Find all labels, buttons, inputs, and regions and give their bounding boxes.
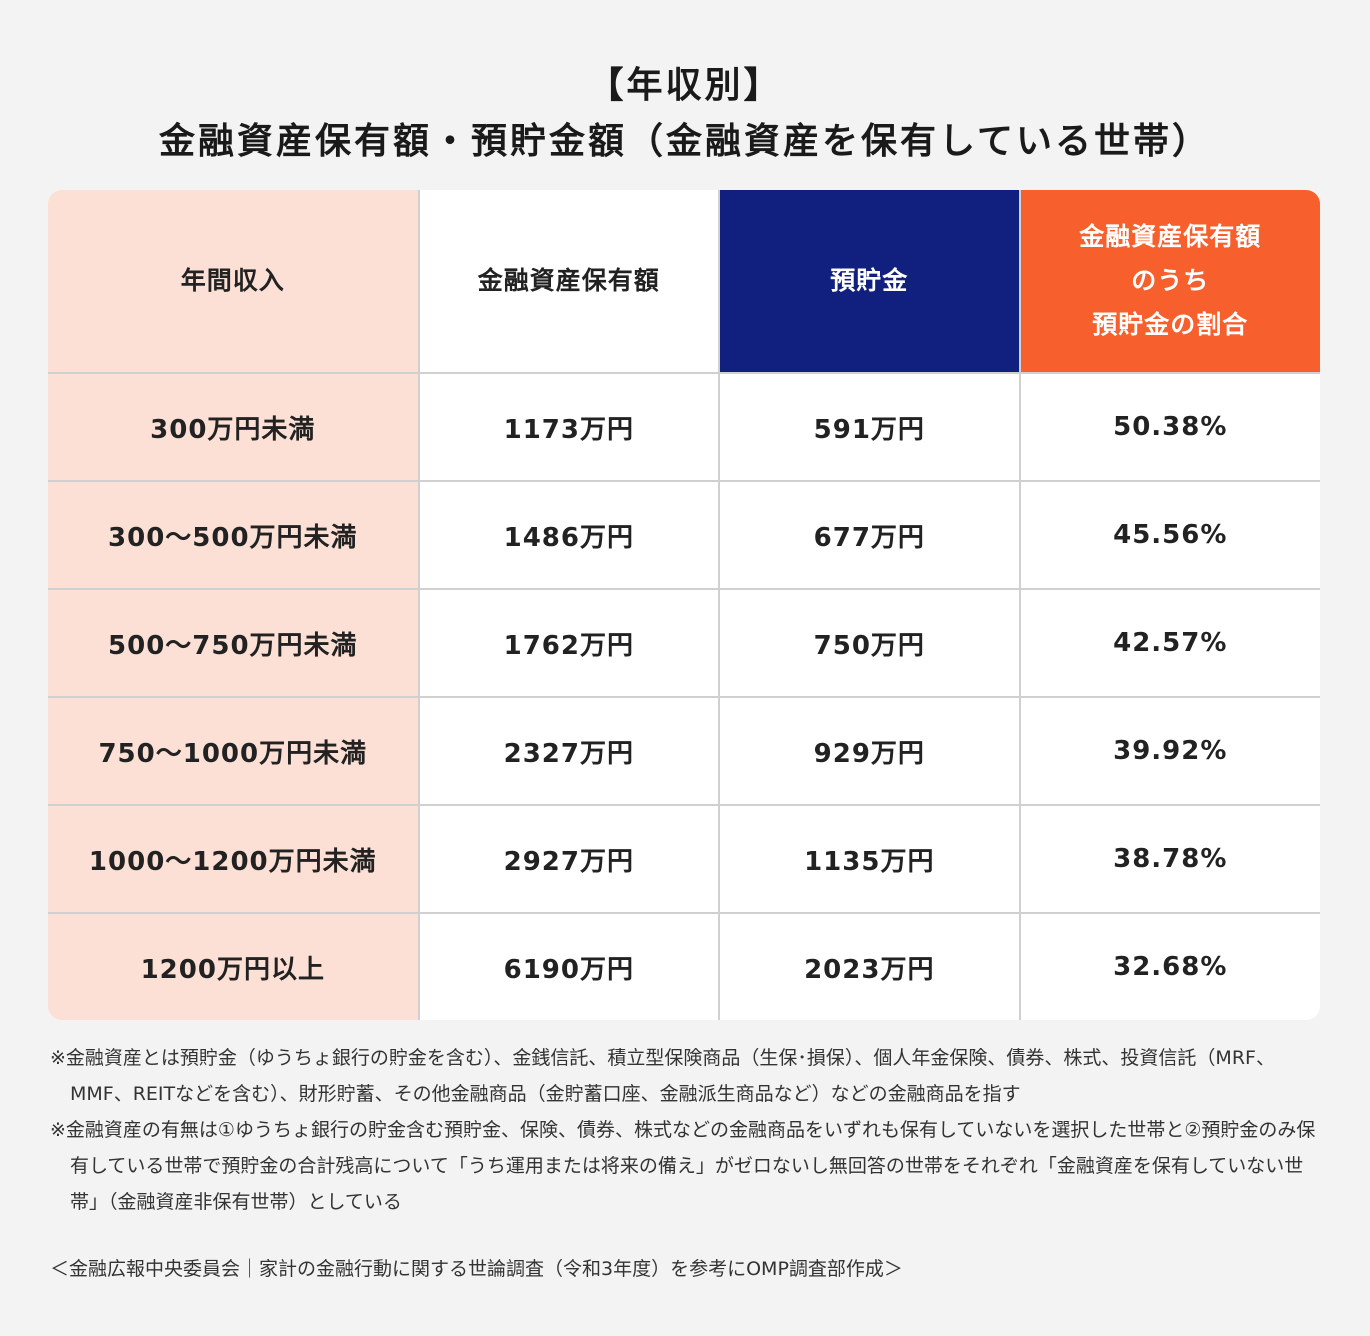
income-cell: 500〜750万円未満 — [48, 588, 420, 698]
savings-cell: 750万円 — [718, 588, 1021, 698]
income-cell: 300万円未満 — [48, 372, 420, 482]
table-row: 750〜1000万円未満 2327万円 929万円 39.92% — [48, 696, 1320, 806]
savings-cell: 677万円 — [718, 480, 1021, 590]
header-text: 年間収入 — [180, 266, 285, 295]
source-note: ＜金融広報中央委員会｜家計の金融行動に関する世論調査（令和3年度）を参考にOMP… — [50, 1258, 903, 1280]
assets-cell: 1762万円 — [417, 588, 721, 698]
assets-cell: 1173万円 — [417, 372, 721, 482]
income-cell: 1000〜1200万円未満 — [48, 804, 420, 914]
savings-cell: 591万円 — [718, 372, 1021, 482]
footnote-2: ※金融資産の有無は①ゆうちょ銀行の貯金含む預貯金、保険、債券、株式などの金融商品… — [50, 1119, 1316, 1213]
table-row: 500〜750万円未満 1762万円 750万円 42.57% — [48, 588, 1320, 698]
assets-cell: 6190万円 — [417, 912, 721, 1020]
ratio-cell: 50.38% — [1018, 372, 1320, 482]
header-annual-income: 年間収入 — [48, 190, 420, 374]
assets-cell: 1486万円 — [417, 480, 721, 590]
income-cell: 1200万円以上 — [48, 912, 420, 1020]
footnotes: ※金融資産とは預貯金（ゆうちょ銀行の貯金を含む）、金銭信託、積立型保険商品（生保… — [50, 1040, 1330, 1220]
ratio-cell: 38.78% — [1018, 804, 1320, 914]
ratio-cell: 32.68% — [1018, 912, 1320, 1020]
assets-cell: 2327万円 — [417, 696, 721, 806]
header-row: 年間収入 金融資産保有額 預貯金 金融資産保有額 のうち 預貯金の割合 — [48, 190, 1320, 374]
title-line-2: 金融資産保有額・預貯金額（金融資産を保有している世帯） — [159, 121, 1211, 162]
header-text: 金融資産保有額 — [477, 266, 660, 295]
table-row: 300万円未満 1173万円 591万円 50.38% — [48, 372, 1320, 482]
header-text: 金融資産保有額 — [1079, 222, 1262, 251]
header-savings-ratio: 金融資産保有額 のうち預貯金の割合 — [1018, 190, 1320, 374]
header-text: 預貯金 — [830, 266, 909, 295]
table-row: 1200万円以上 6190万円 2023万円 32.68% — [48, 912, 1320, 1020]
savings-cell: 929万円 — [718, 696, 1021, 806]
title-line-1: 【年収別】 — [587, 65, 783, 106]
income-cell: 300〜500万円未満 — [48, 480, 420, 590]
ratio-cell: 39.92% — [1018, 696, 1320, 806]
table-row: 300〜500万円未満 1486万円 677万円 45.56% — [48, 480, 1320, 590]
header-text: 預貯金の割合 — [1092, 310, 1249, 339]
savings-cell: 1135万円 — [718, 804, 1021, 914]
footnote-1: ※金融資産とは預貯金（ゆうちょ銀行の貯金を含む）、金銭信託、積立型保険商品（生保… — [50, 1047, 1275, 1105]
savings-cell: 2023万円 — [718, 912, 1021, 1020]
income-cell: 750〜1000万円未満 — [48, 696, 420, 806]
ratio-cell: 45.56% — [1018, 480, 1320, 590]
header-text: のうち — [1131, 266, 1210, 295]
assets-cell: 2927万円 — [417, 804, 721, 914]
data-table: 年間収入 金融資産保有額 預貯金 金融資産保有額 のうち 預貯金の割合 300万円未満 11… — [48, 190, 1320, 1020]
header-financial-assets: 金融資産保有額 — [417, 190, 721, 374]
header-savings: 預貯金 — [718, 190, 1021, 374]
table-row: 1000〜1200万円未満 2927万円 1135万円 38.78% — [48, 804, 1320, 914]
ratio-cell: 42.57% — [1018, 588, 1320, 698]
